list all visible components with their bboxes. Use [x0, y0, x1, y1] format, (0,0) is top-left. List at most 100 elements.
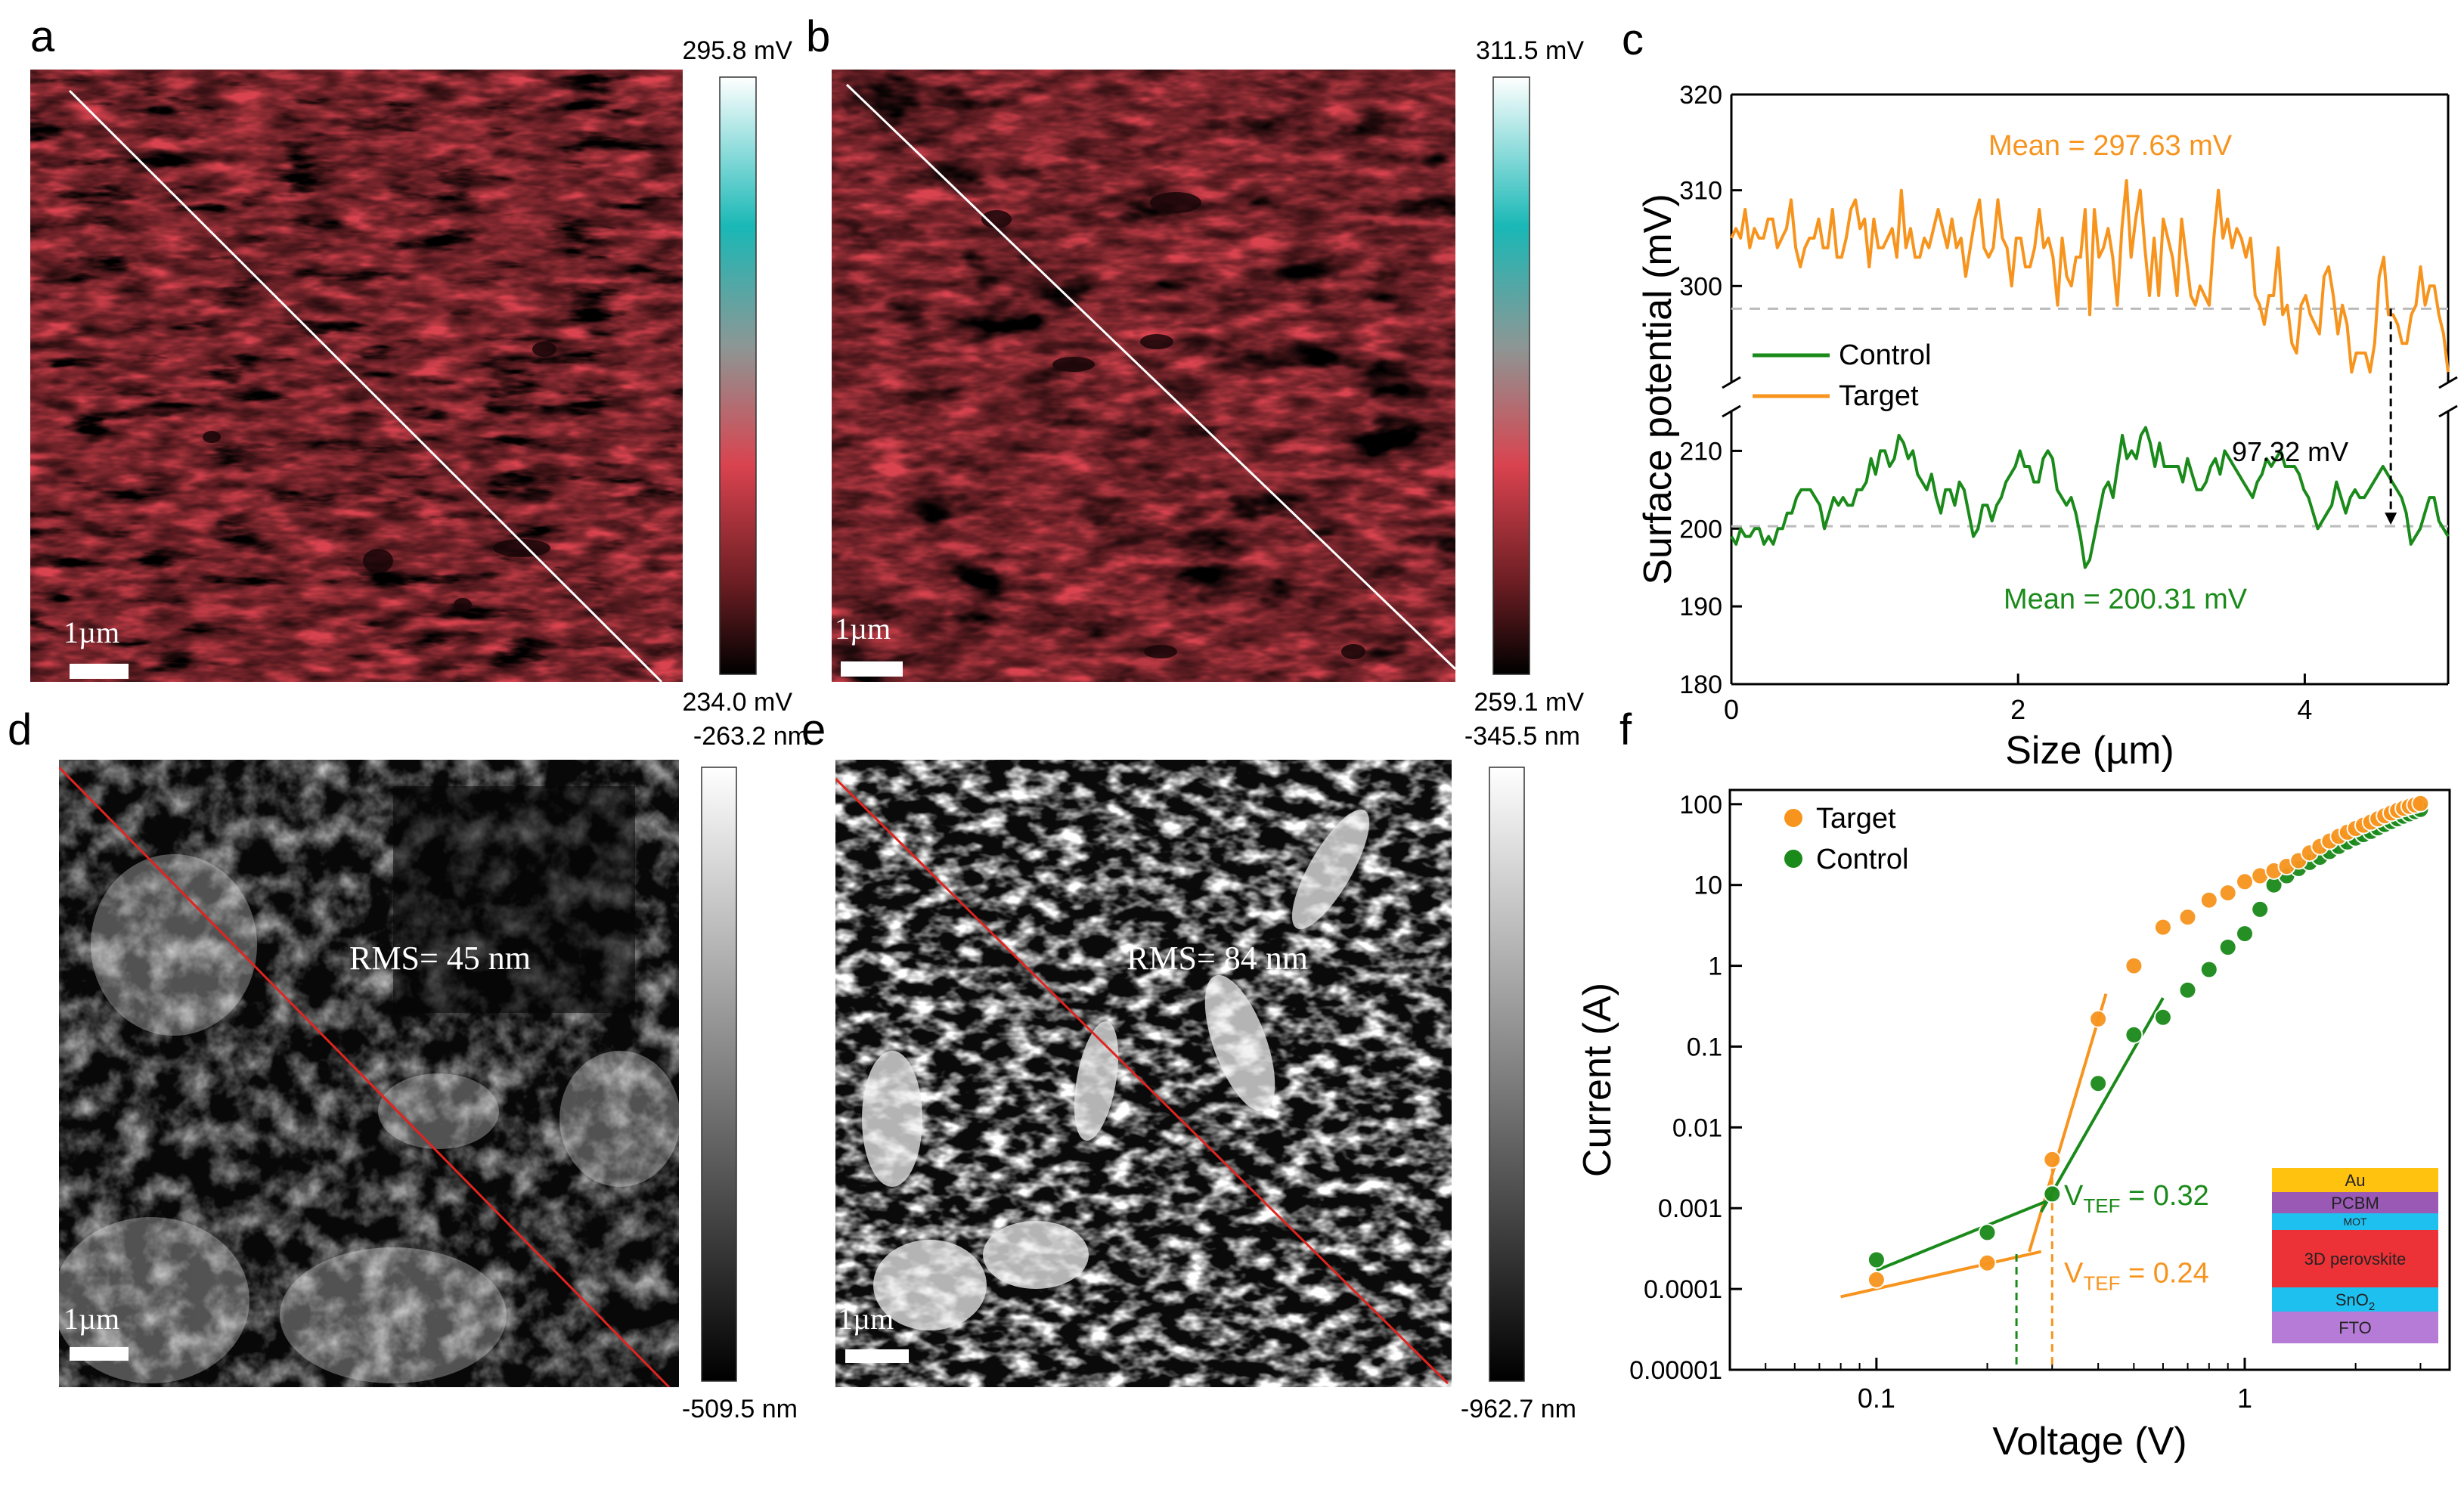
device-layer-3d-perovskite	[2272, 1230, 2438, 1287]
kpfm-map-a	[30, 70, 683, 682]
data-point-control	[1867, 1250, 1886, 1269]
x-axis-label: Size (µm)	[2005, 729, 2174, 773]
afm-map-e	[835, 760, 1452, 1387]
scale-bar-label-b: 1µm	[835, 612, 891, 646]
y-tick-label: 0.1	[1687, 1033, 1722, 1061]
device-layer-fto	[2272, 1312, 2438, 1343]
data-point-target	[2236, 872, 2254, 891]
fit-line-control	[1876, 1197, 2053, 1272]
x-tick-label: 0	[1724, 694, 1739, 725]
device-layer-label: MOT	[2343, 1216, 2367, 1228]
series-line-target	[1730, 179, 2450, 374]
y-tick-label: 1	[1708, 952, 1722, 981]
y-tick-label: 320	[1679, 81, 1722, 110]
surface-potential-chart: 0 2 4 300 310 320 180 190 200 210 Size (µm) Surface…	[1636, 81, 2458, 773]
data-point-control	[2236, 925, 2254, 943]
panel-letter-b: b	[806, 12, 830, 61]
axis-break-mark	[1722, 376, 1741, 389]
kpfm-map-b	[832, 70, 1455, 682]
axis-break-mark	[2438, 376, 2458, 389]
difference-arrowhead	[2385, 513, 2397, 525]
scale-bar-e: 1µm	[838, 1302, 909, 1363]
data-point-target	[1978, 1253, 1997, 1272]
data-point-target	[2043, 1150, 2062, 1169]
data-point-control	[2199, 960, 2218, 979]
rms-label-e: RMS= 84 nm	[1127, 940, 1308, 977]
legend-marker-control	[1784, 850, 1802, 868]
y-tick-label: 10	[1694, 872, 1722, 900]
y-axis-label: Surface potential (mV)	[1636, 194, 1680, 584]
data-point-target	[2125, 956, 2143, 975]
colorbar-d: -263.2 nm -509.5 nm	[682, 722, 809, 1423]
data-point-control	[2125, 1025, 2143, 1044]
legend-label-target: Target	[1816, 803, 1896, 835]
y-axis-label: Current (A)	[1576, 983, 1619, 1177]
legend-marker-target	[1784, 809, 1802, 827]
panel-letter-e: e	[801, 705, 826, 754]
scale-bar-a: 1µm	[64, 615, 129, 679]
y-tick-label: 190	[1679, 593, 1722, 621]
panel-letter-f: f	[1619, 705, 1632, 754]
scale-bar-label-e: 1µm	[838, 1302, 894, 1336]
colorbar-b: 311.5 mV 259.1 mV	[1474, 36, 1584, 717]
data-point-target	[1867, 1270, 1886, 1289]
x-tick-label: 2	[2010, 694, 2025, 725]
y-tick-label: 210	[1679, 437, 1722, 466]
panel-letter-a: a	[30, 12, 55, 61]
device-layer-pcbm	[2272, 1192, 2438, 1213]
device-layer-label: Au	[2345, 1171, 2366, 1190]
y-tick-label: 0.00001	[1629, 1356, 1722, 1385]
legend-label-target: Target	[1839, 380, 1919, 412]
device-layer-label: SnO2	[2335, 1290, 2375, 1313]
x-tick-label: 1	[2237, 1383, 2252, 1414]
data-point-control	[2251, 900, 2270, 918]
data-point-control	[2089, 1074, 2108, 1093]
data-point-target	[2199, 891, 2218, 909]
y-tick-label: 100	[1679, 791, 1722, 819]
scale-bar-b: 1µm	[835, 612, 903, 677]
scale-bar-label-a: 1µm	[64, 615, 119, 649]
colorbar-a-max-label: 295.8 mV	[682, 36, 792, 65]
device-layer-label: FTO	[2338, 1318, 2372, 1337]
panel-letter-c: c	[1622, 15, 1644, 64]
target-mean-annotation: Mean = 297.63 mV	[1988, 130, 2233, 162]
panel-letter-d: d	[8, 705, 32, 754]
device-layer-au	[2272, 1168, 2438, 1192]
axis-break-mark	[2438, 404, 2458, 418]
colorbar-a-min-label: 234.0 mV	[682, 688, 792, 717]
colorbar-a: 295.8 mV 234.0 mV	[682, 36, 792, 717]
y-tick-label: 0.001	[1658, 1194, 1722, 1223]
y-tick-label: 0.01	[1672, 1114, 1722, 1142]
data-point-target	[2218, 884, 2237, 903]
vtef-label-control: VTEF = 0.32	[2064, 1180, 2209, 1217]
data-point-control	[2218, 938, 2237, 956]
legend-label-control: Control	[1816, 844, 1909, 875]
colorbar-e-max-label: -345.5 nm	[1464, 722, 1580, 751]
scale-bar-d: 1µm	[64, 1302, 129, 1361]
data-point-target	[2178, 908, 2197, 927]
y-tick-label: 310	[1679, 177, 1722, 206]
colorbar-e-min-label: -962.7 nm	[1461, 1395, 1576, 1423]
y-tick-label: 0.0001	[1644, 1275, 1722, 1304]
data-point-target	[2411, 794, 2430, 813]
device-layer-sno	[2272, 1287, 2438, 1312]
y-tick-label: 200	[1679, 515, 1722, 544]
data-point-control	[2178, 980, 2197, 999]
fit-line-target	[1840, 1250, 2042, 1299]
scale-bar-label-d: 1µm	[64, 1302, 119, 1336]
colorbar-d-min-label: -509.5 nm	[682, 1395, 798, 1423]
data-point-target	[2089, 1009, 2108, 1028]
control-mean-annotation: Mean = 200.31 mV	[2004, 584, 2248, 615]
colorbar-b-min-label: 259.1 mV	[1474, 688, 1584, 717]
x-tick-label: 0.1	[1858, 1383, 1895, 1414]
colorbar-e: -345.5 nm -962.7 nm	[1461, 722, 1580, 1423]
y-tick-label: 180	[1679, 671, 1722, 699]
vtef-label-target: VTEF = 0.24	[2064, 1258, 2209, 1295]
x-tick-label: 4	[2297, 694, 2312, 725]
colorbar-d-max-label: -263.2 nm	[693, 722, 809, 751]
axis-break-mark	[1722, 404, 1741, 418]
legend-label-control: Control	[1839, 339, 1932, 371]
series-line-control	[1730, 426, 2450, 569]
y-tick-label: 300	[1679, 272, 1722, 301]
